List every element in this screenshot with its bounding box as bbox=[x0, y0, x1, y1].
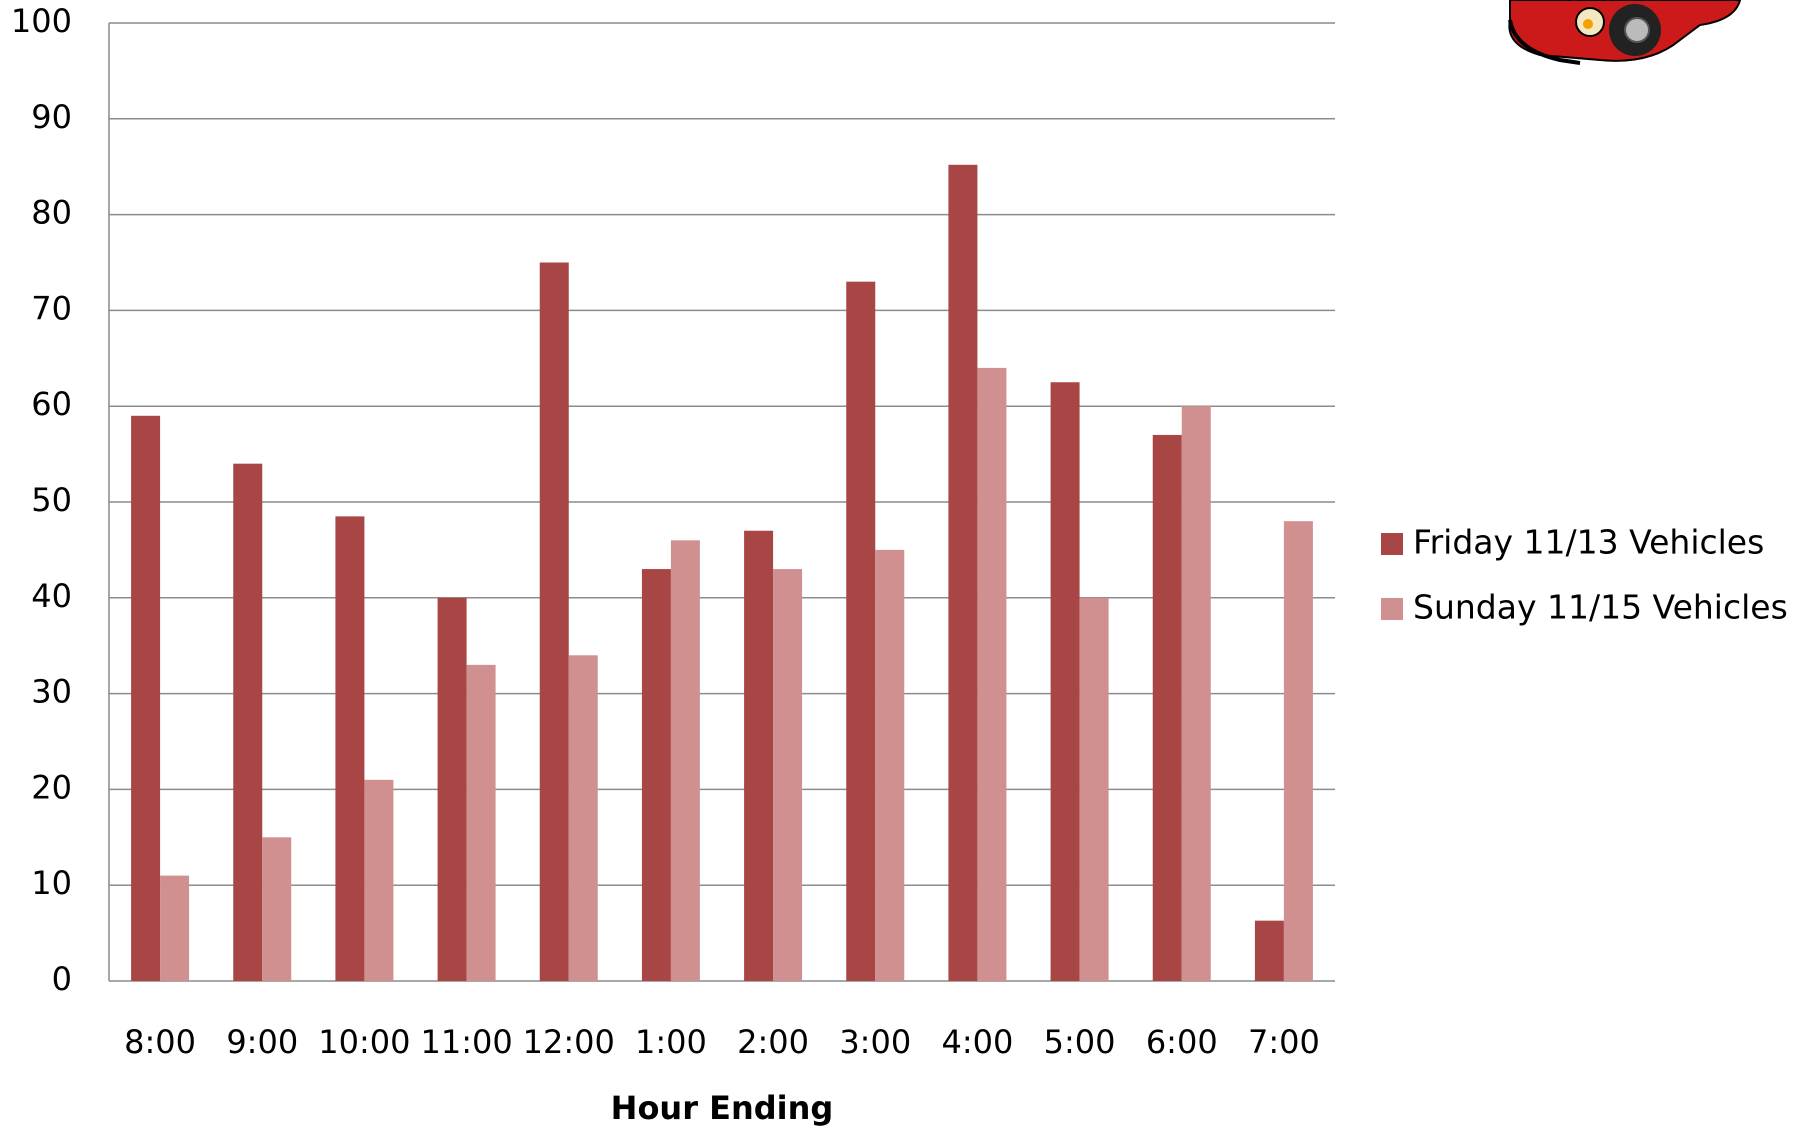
y-tick-label: 10 bbox=[31, 864, 72, 902]
x-tick-label: 2:00 bbox=[737, 1023, 809, 1061]
bar bbox=[1254, 920, 1284, 981]
y-tick-label: 30 bbox=[31, 673, 72, 711]
bar bbox=[977, 367, 1007, 981]
bar bbox=[773, 569, 803, 981]
y-tick-label: 70 bbox=[31, 289, 72, 327]
legend-label: Sunday 11/15 Vehicles bbox=[1413, 588, 1788, 627]
bar bbox=[568, 655, 598, 981]
bar bbox=[1079, 597, 1109, 981]
y-tick-label: 0 bbox=[52, 960, 72, 998]
x-tick-label: 10:00 bbox=[318, 1023, 410, 1061]
car-bumper bbox=[1508, 19, 1581, 65]
bar bbox=[466, 664, 496, 981]
bar bbox=[641, 569, 671, 981]
x-tick-label: 12:00 bbox=[523, 1023, 615, 1061]
bar bbox=[1050, 382, 1080, 981]
legend-swatch bbox=[1381, 533, 1403, 555]
x-tick-label: 7:00 bbox=[1248, 1023, 1320, 1061]
bar bbox=[539, 262, 569, 981]
bar bbox=[233, 463, 263, 981]
bar bbox=[335, 516, 365, 981]
x-tick-label: 4:00 bbox=[941, 1023, 1013, 1061]
x-tick-label: 11:00 bbox=[420, 1023, 512, 1061]
bar bbox=[1181, 406, 1211, 981]
y-tick-label: 50 bbox=[31, 481, 72, 519]
bar bbox=[846, 281, 876, 981]
bar bbox=[160, 875, 190, 981]
bar bbox=[670, 540, 700, 981]
y-tick-label: 60 bbox=[31, 385, 72, 423]
y-tick-label: 90 bbox=[31, 98, 72, 136]
x-tick-label: 8:00 bbox=[124, 1023, 196, 1061]
x-tick-label: 9:00 bbox=[226, 1023, 298, 1061]
bar bbox=[1283, 521, 1313, 981]
x-tick-label: 6:00 bbox=[1146, 1023, 1218, 1061]
y-tick-label: 100 bbox=[11, 2, 72, 40]
car-illustration bbox=[1508, 0, 1742, 65]
bar bbox=[875, 549, 905, 981]
bar bbox=[262, 837, 292, 981]
car-indicator bbox=[1583, 19, 1593, 29]
car-hubcap bbox=[1624, 17, 1650, 43]
x-axis-title: Hour Ending bbox=[611, 1089, 834, 1127]
bar bbox=[131, 415, 161, 981]
bar bbox=[437, 597, 467, 981]
x-tick-label: 1:00 bbox=[635, 1023, 707, 1061]
legend-label: Friday 11/13 Vehicles bbox=[1413, 523, 1764, 562]
y-tick-label: 20 bbox=[31, 768, 72, 806]
bar bbox=[948, 164, 978, 981]
bar bbox=[1152, 434, 1182, 981]
bar bbox=[364, 779, 394, 981]
x-tick-label: 3:00 bbox=[839, 1023, 911, 1061]
legend-swatch bbox=[1381, 598, 1403, 620]
x-tick-label: 5:00 bbox=[1044, 1023, 1116, 1061]
bar bbox=[744, 530, 774, 981]
y-tick-label: 40 bbox=[31, 577, 72, 615]
y-tick-label: 80 bbox=[31, 194, 72, 232]
